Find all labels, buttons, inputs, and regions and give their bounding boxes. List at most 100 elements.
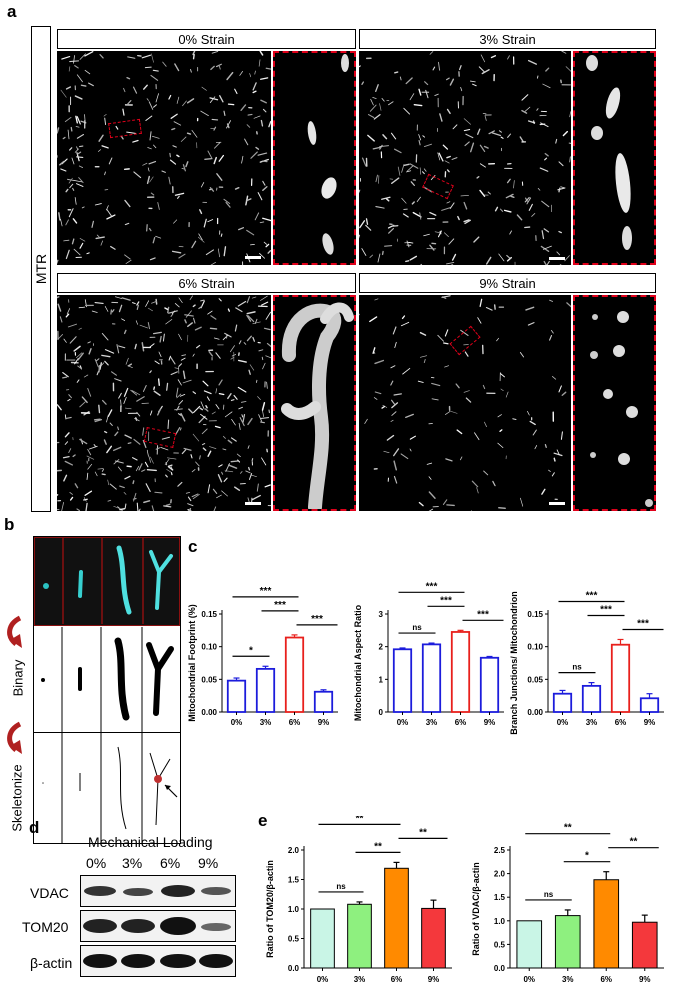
title-0-strain: 0% Strain	[57, 29, 356, 49]
x-tick-label: 0%	[317, 975, 329, 984]
y-tick-label: 0.15	[201, 610, 217, 619]
chart-branch-junctions: Branch Junctions/ Mitochondrion 0.00 0.05 0…	[509, 590, 664, 735]
lane-labels: 0% 3% 6% 9%	[86, 855, 236, 873]
y-tick-label: 0.5	[288, 935, 300, 944]
y-tick-label: 2	[379, 643, 384, 652]
chart-mitochondrial-footprint: Mitochondrial Footprint (%) 0.00 0.05 0.10 0…	[187, 586, 338, 727]
significance-label: ns	[572, 663, 582, 672]
x-tick-label: 6%	[391, 975, 403, 984]
bar	[384, 867, 409, 969]
bar	[421, 643, 442, 713]
row-label-mtr: MTR	[33, 253, 49, 285]
bar	[226, 679, 247, 713]
x-tick-label: 3%	[260, 718, 272, 727]
y-tick-label: 1	[379, 675, 384, 684]
y-axis-label: Ratio of TOM20/β-actin	[265, 860, 275, 958]
bar	[255, 667, 276, 713]
y-axis-label: Mitochondrial Footprint (%)	[187, 604, 197, 721]
band-label-beta-actin: β-actin	[30, 955, 73, 971]
bar	[347, 903, 372, 969]
x-tick-label: 9%	[644, 718, 656, 727]
y-tick-label: 2.5	[494, 846, 506, 855]
bar	[284, 636, 305, 713]
bar	[581, 684, 602, 713]
bar	[631, 921, 658, 969]
y-tick-label: 2.0	[494, 870, 506, 879]
x-tick-label: 3%	[354, 975, 366, 984]
micrograph-3-strain	[359, 51, 571, 265]
x-tick-label: 3%	[426, 718, 438, 727]
significance-label: *	[585, 851, 589, 862]
micrograph-0-strain	[57, 51, 271, 265]
y-tick-label: 0.0	[494, 964, 506, 973]
significance-label: ***	[637, 618, 649, 629]
y-tick-label: 1.5	[288, 876, 300, 885]
x-tick-label: 9%	[428, 975, 440, 984]
bar	[552, 692, 573, 713]
panel-label-b: b	[4, 515, 15, 534]
y-tick-label: 3	[379, 610, 384, 619]
y-tick-label: 0.00	[201, 708, 217, 717]
inset-0-strain	[273, 51, 356, 265]
x-tick-label: 3%	[586, 718, 598, 727]
binary-arrow	[7, 615, 22, 754]
significance-label: *	[249, 645, 253, 656]
y-axis-label: Branch Junctions/ Mitochondrion	[509, 591, 519, 735]
significance-label: **	[374, 841, 382, 852]
lane-0: 0%	[86, 855, 107, 871]
significance-label: ***	[274, 600, 286, 611]
y-tick-label: 0.15	[527, 610, 543, 619]
inset-3-strain	[573, 51, 656, 265]
y-tick-label: 0.5	[494, 940, 506, 949]
significance-label: ***	[426, 581, 438, 592]
title-9-strain: 9% Strain	[359, 273, 656, 293]
significance-label: ***	[440, 595, 452, 606]
x-tick-label: 0%	[231, 718, 243, 727]
significance-label: ns	[412, 623, 422, 632]
x-tick-label: 6%	[600, 975, 612, 984]
bar	[313, 690, 334, 713]
x-tick-label: 9%	[484, 718, 496, 727]
panel-label-d: d	[29, 818, 40, 837]
significance-label: **	[630, 837, 638, 848]
bar	[593, 879, 620, 969]
band-label-vdac: VDAC	[30, 885, 69, 901]
chart-vdac-ratio: Ratio of VDAC/β-actin 0.0 0.5 1.0 1.5 2.0 2.5 0…	[471, 823, 664, 984]
chart-tom20-ratio: Ratio of TOM20/β-actin 0.0 0.5 1.0 1.5 2.0 0% 3…	[265, 816, 452, 984]
lane-9: 9%	[198, 855, 219, 871]
significance-label: ns	[544, 890, 554, 899]
significance-label: ***	[586, 590, 598, 601]
y-tick-label: 1.5	[494, 893, 506, 902]
x-tick-label: 6%	[455, 718, 467, 727]
bar	[516, 920, 543, 969]
panel-label-e: e	[258, 811, 268, 830]
x-tick-label: 0%	[523, 975, 535, 984]
x-tick-label: 9%	[639, 975, 651, 984]
micrograph-9-strain	[359, 295, 571, 511]
inset-6-strain	[273, 295, 356, 511]
micrograph-6-strain	[57, 295, 271, 511]
y-tick-label: 0.10	[201, 643, 217, 652]
y-tick-label: 1.0	[494, 917, 506, 926]
x-tick-label: 9%	[318, 718, 330, 727]
x-tick-label: 0%	[557, 718, 569, 727]
y-tick-label: 0.05	[201, 675, 217, 684]
y-tick-label: 2.0	[288, 846, 300, 855]
inset-9-strain	[573, 295, 656, 511]
x-tick-label: 6%	[289, 718, 301, 727]
panel-b-grid	[33, 536, 181, 844]
y-tick-label: 0.0	[288, 964, 300, 973]
label-binary: Binary	[10, 659, 26, 697]
significance-label: ***	[311, 614, 323, 625]
lane-3: 3%	[122, 855, 143, 871]
band-label-tom20: TOM20	[22, 919, 69, 935]
significance-label: ***	[260, 586, 272, 597]
bar	[610, 643, 631, 713]
y-tick-label: 1.0	[288, 905, 300, 914]
y-tick-label: 0.10	[527, 643, 543, 652]
significance-label: ***	[600, 604, 612, 615]
bar	[392, 648, 413, 713]
x-tick-label: 3%	[562, 975, 574, 984]
row-label-box: MTR	[31, 26, 51, 512]
bar	[554, 915, 581, 969]
